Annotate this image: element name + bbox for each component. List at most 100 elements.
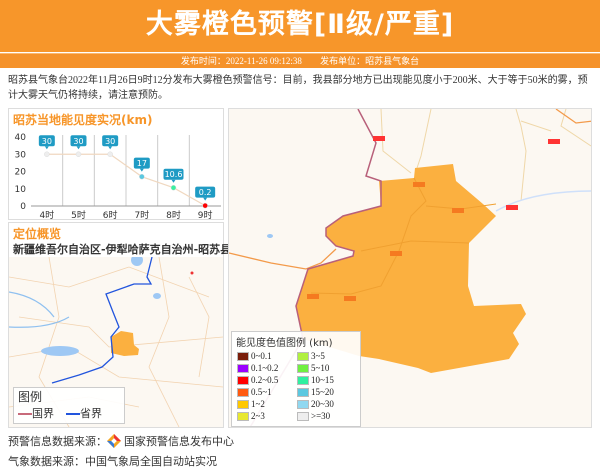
legend-item: 1~2 [237, 399, 297, 409]
national-border-label: 国界 [32, 407, 54, 420]
national-border-swatch [18, 413, 32, 415]
legend-item: 20~30 [297, 399, 357, 409]
legend-item: 10~15 [297, 375, 357, 385]
y-tick-label: 40 [15, 133, 27, 143]
legend-swatch [297, 375, 309, 385]
page-title: 大雾橙色预警[Ⅱ级/严重] [0, 0, 600, 52]
data-point [44, 151, 50, 157]
province-border-label: 省界 [80, 407, 102, 420]
legend-swatch [297, 387, 309, 397]
data-label-box [70, 135, 87, 147]
publish-info: 发布时间：2022-11-26 09:12:38 发布单位：昭苏县气象台 [0, 53, 600, 68]
legend-label: 0.5~1 [251, 387, 272, 397]
publisher: 发布单位：昭苏县气象台 [320, 56, 420, 66]
warning-center-logo-icon [107, 434, 121, 448]
legend-label: 3~5 [311, 351, 325, 361]
legend-swatch [237, 399, 249, 409]
legend-label: 15~20 [311, 387, 334, 397]
warning-area [111, 331, 139, 356]
legend-national-border: 国界 [18, 405, 54, 421]
warning-description: 昭苏县气象台2022年11月26日9时12分发布大雾橙色预警信号：目前，我县部分… [8, 75, 588, 101]
legend-label: 1~2 [251, 399, 265, 409]
legend-label: 5~10 [311, 363, 330, 373]
legend-item: 15~20 [297, 387, 357, 397]
legend-swatch [297, 411, 309, 421]
legend-label: 10~15 [311, 375, 334, 385]
location-title: 定位概览 [13, 227, 62, 241]
legend-item: 0~0.1 [237, 351, 297, 361]
data-point [107, 151, 113, 157]
data-label: 10.6 [165, 170, 183, 179]
province-border [51, 257, 153, 384]
data-label-pointer [44, 146, 49, 150]
legend-label: 0.2~0.5 [251, 375, 279, 385]
x-tick-label: 7时 [134, 209, 149, 221]
legend-swatch [237, 375, 249, 385]
legend-label: 0.1~0.2 [251, 363, 279, 373]
data-label: 30 [42, 137, 52, 146]
data-label-pointer [139, 168, 144, 172]
y-tick-label: 30 [15, 150, 27, 160]
legend-item: >=30 [297, 411, 357, 421]
province-border-swatch [66, 413, 80, 415]
county-map[interactable] [229, 109, 592, 428]
visibility-legend-title: 能见度色值图例 (km) [236, 338, 333, 349]
legend-swatch [297, 351, 309, 361]
visibility-chart: 0 10 20 30 40 4时 5时 6时 7时 8时 9时 30 30 30 17 10.6 0.2 [15, 133, 221, 221]
data-label-pointer [108, 146, 113, 150]
x-tick-label: 9时 [198, 209, 213, 221]
weather-source: 气象数据来源：中国气象局全国自动站实况 [8, 455, 217, 468]
warning-source: 预警信息数据来源： 国家预警信息发布中心 [8, 433, 234, 449]
data-label-box [38, 135, 55, 147]
legend-swatch [297, 399, 309, 409]
data-label-pointer [171, 179, 176, 183]
data-point [202, 202, 208, 209]
legend-item: 0.5~1 [237, 387, 297, 397]
data-label-box [133, 157, 150, 169]
y-tick-label: 10 [15, 185, 27, 195]
data-point [75, 151, 82, 157]
legend-item: 2~3 [237, 411, 297, 421]
legend-swatch [237, 363, 249, 373]
legend-swatch [237, 387, 249, 397]
legend-item: 0.2~0.5 [237, 375, 297, 385]
legend-swatch [237, 411, 249, 421]
series-line [46, 153, 206, 207]
y-tick-label: 20 [15, 168, 27, 178]
data-label: 30 [73, 137, 83, 146]
data-label: 17 [137, 159, 147, 168]
visibility-chart-panel: 昭苏当地能见度实况(km) 0 10 20 30 40 4时 5时 6时 7时 8时 9时 30 30 3… [8, 108, 224, 221]
road [229, 248, 337, 270]
data-label-box [195, 186, 216, 198]
legend-label: 2~3 [251, 411, 265, 421]
legend-item: 3~5 [297, 351, 357, 361]
visibility-legend: 能见度色值图例 (km) 0~0.1 3~5 0.1~0.2 5~10 0.2~0.5 1… [231, 331, 361, 427]
data-label-pointer [76, 146, 81, 150]
data-label-box [102, 135, 119, 147]
national-border [249, 109, 382, 427]
legend-label: 0~0.1 [251, 351, 272, 361]
x-tick-label: 5时 [71, 209, 86, 221]
overview-legend-title: 图例 [18, 390, 43, 404]
data-point [170, 184, 177, 191]
data-label-box [163, 168, 184, 180]
legend-swatch [237, 351, 249, 361]
data-label-pointer [203, 197, 208, 201]
warning-source-name[interactable]: 国家预警信息发布中心 [124, 435, 234, 448]
location-panel: 定位概览 新疆维吾尔自治区-伊犁哈萨克自治州-昭苏县 图例 国界 省界 [8, 222, 231, 428]
warning-source-label: 预警信息数据来源： [8, 435, 107, 448]
x-tick-label: 8时 [166, 209, 181, 221]
legend-label: >=30 [311, 411, 331, 421]
y-tick-label: 0 [20, 202, 26, 212]
legend-province-border: 省界 [66, 405, 102, 421]
data-label: 0.2 [199, 188, 212, 197]
location-region: 新疆维吾尔自治区-伊犁哈萨克自治州-昭苏县 [13, 243, 232, 256]
data-point [139, 173, 145, 180]
x-tick-label: 4时 [39, 209, 54, 221]
data-label: 30 [105, 137, 115, 146]
legend-item: 0.1~0.2 [237, 363, 297, 373]
county-map-panel[interactable]: 能见度色值图例 (km) 0~0.1 3~5 0.1~0.2 5~10 0.2~0.5 1… [228, 108, 592, 428]
legend-item: 5~10 [297, 363, 357, 373]
legend-swatch [297, 363, 309, 373]
overview-legend: 图例 国界 省界 [13, 387, 125, 424]
